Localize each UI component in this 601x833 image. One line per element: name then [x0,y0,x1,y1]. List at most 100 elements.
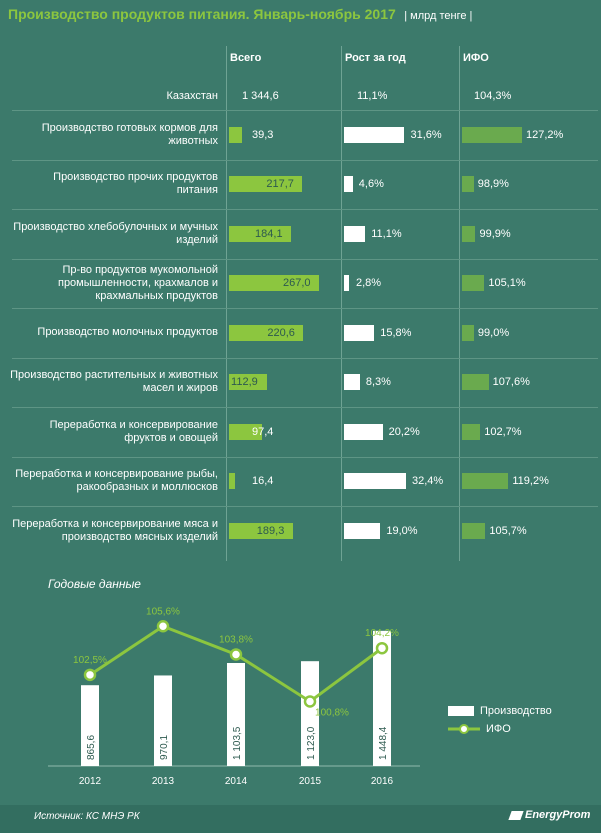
legend-swatch-production [448,706,474,716]
kazakhstan-growth: 11,1% [357,90,388,102]
ifo-value: 102,7% [484,425,522,438]
source-note: Источник: КС МНЭ РК [34,811,140,822]
legend-swatch-ifo [448,724,480,734]
unit-label: | млрд тенге | [404,10,473,22]
ifo-bar [462,275,485,292]
category-label: Производство готовых кормов для животных [41,121,218,147]
column-divider [226,46,227,561]
page-title: Производство продуктов питания. Январь-н… [8,6,396,22]
growth-value: 19,0% [386,524,418,537]
ifo-point [229,648,243,661]
ifo-bar [462,324,474,341]
brand-logo-text: EnergyProm [525,809,591,821]
column-divider [459,46,460,561]
production-bar [81,685,99,766]
ifo-point [156,620,170,633]
footer [0,805,601,833]
ifo-value: 127,2% [526,128,564,141]
kazakhstan-total: 1 344,6 [242,90,279,102]
brand-logo: EnergyProm [508,809,591,821]
growth-bar [344,324,375,341]
row-divider [12,258,598,260]
growth-bar [344,374,360,391]
production-bar [373,630,391,766]
ifo-value: 105,1% [488,277,526,290]
total-value: 112,9 [231,376,258,389]
growth-value: 32,4% [412,475,444,488]
growth-value: 11,1% [371,227,402,240]
ifo-value-label: 105,6% [146,606,180,617]
growth-bar [344,126,405,143]
growth-value: 31,6% [410,128,442,141]
row-divider [12,209,598,210]
ifo-value-label: 102,5% [73,655,107,666]
row-divider [12,110,598,111]
category-label: Производство прочих продуктов питания [53,171,218,197]
growth-bar [344,225,366,242]
kazakhstan-label: Казахстан [166,90,218,102]
production-value-label: 865,6 [86,735,97,760]
ifo-value-label: 100,8% [315,707,349,718]
total-bar [229,473,235,490]
ifo-value: 99,0% [477,326,510,339]
ifo-value: 107,6% [492,376,530,389]
production-bar [301,661,319,766]
header: Производство продуктов питания. Январь-н… [8,6,598,30]
production-value-label: 970,1 [159,735,170,760]
growth-value: 4,6% [358,178,384,191]
ifo-bar [462,473,509,490]
column-header-total: Всего [230,52,262,64]
category-label: Производство молочных продуктов [37,326,218,339]
category-label: Переработка и консервирование фруктов и … [49,418,218,444]
x-tick-label: 2012 [79,776,102,787]
growth-bar [344,522,381,539]
row-divider [12,357,598,359]
ifo-value: 119,2% [512,475,549,488]
ifo-value-label: 104,2% [365,628,399,639]
x-tick-label: 2016 [371,776,394,787]
category-label: Пр-во продуктов мукомольной промышленнос… [57,263,218,302]
growth-bar [344,275,350,292]
category-label: Переработка и консервирование рыбы, рако… [15,468,218,494]
total-value: 189,3 [256,524,285,537]
total-value: 267,0 [283,277,311,290]
ifo-bar [462,423,481,440]
legend-ifo: ИФО [448,723,511,735]
total-bar [229,324,304,341]
row-divider [12,308,598,309]
total-value: 220,6 [267,326,295,339]
column-header-ifo: ИФО [463,52,489,64]
total-value: 97,4 [252,425,274,438]
ifo-bar [462,126,522,143]
growth-bar [344,423,383,440]
column-divider [341,46,342,561]
ifo-value: 99,9% [479,227,511,240]
total-bar [229,126,243,143]
ifo-value: 98,9% [477,178,509,191]
growth-bar [344,473,406,490]
total-value: 184,1 [255,227,283,240]
row-divider [12,506,598,507]
total-bar [229,522,293,539]
production-bar [154,675,172,766]
growth-value: 20,2% [388,425,420,438]
ifo-value-label: 103,8% [219,634,253,645]
row-divider [12,407,598,408]
ifo-point [375,641,389,655]
category-label: Переработка и консервирование мяса и про… [12,517,218,543]
total-bar [229,225,292,242]
legend-production: Производство [448,705,552,717]
x-tick-label: 2015 [299,776,322,787]
total-value: 39,3 [252,128,274,141]
ifo-bar [462,176,474,193]
growth-bar [344,176,353,193]
ifo-point [83,668,97,682]
x-tick-label: 2013 [152,776,175,787]
total-value: 16,4 [252,475,274,488]
total-bar [229,275,319,292]
ifo-bar [462,374,489,391]
growth-value: 15,8% [380,326,412,339]
annual-chart: 865,6 970,1 1 103,5 1 123,0 1 448,4 2012 2013 2… [48,606,420,787]
annual-chart-title: Годовые данные [48,577,141,591]
row-divider [12,159,598,161]
